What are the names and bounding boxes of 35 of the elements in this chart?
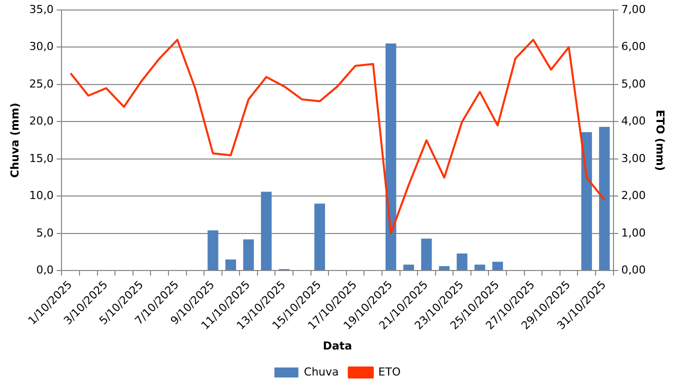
y-tick-label: 30,0	[29, 40, 54, 54]
bar	[599, 126, 610, 270]
bar	[225, 259, 236, 270]
bar	[438, 266, 450, 270]
y-tick-label: 10,0	[29, 189, 54, 202]
y-tick-label: 25,0	[29, 77, 54, 90]
y-tick-label: 35,0	[29, 2, 54, 16]
y2-axis-title: ETO (mm)	[654, 110, 667, 171]
y2-tick-label: 0,00	[621, 263, 646, 276]
bar	[492, 262, 503, 270]
y2-tick-label: 1,00	[621, 226, 646, 240]
y2-tick-label: 7,00	[621, 2, 646, 16]
legend-label: ETO	[378, 365, 401, 378]
y2-tick-label: 4,00	[621, 114, 646, 128]
y-tick-label: 15,0	[29, 152, 54, 165]
bar	[386, 44, 396, 270]
y-tick-label: 20,0	[29, 114, 54, 128]
bar	[208, 230, 218, 270]
y-tick-label: 0,0	[36, 263, 54, 276]
y2-tick-label: 6,00	[621, 40, 646, 54]
y-tick-label: 5,0	[36, 226, 54, 240]
legend-label: Chuva	[304, 365, 339, 378]
bar	[421, 238, 432, 270]
bar	[403, 264, 414, 270]
y2-tick-label: 3,00	[621, 152, 646, 165]
bar	[243, 239, 254, 270]
bar	[260, 192, 272, 270]
bar	[581, 132, 592, 270]
bar	[314, 204, 326, 270]
y2-tick-label: 5,00	[621, 77, 646, 90]
y-axis-title: Chuva (mm)	[8, 102, 22, 178]
bar	[456, 254, 468, 270]
bar	[474, 264, 486, 270]
y2-tick-label: 2,00	[621, 189, 646, 202]
x-axis-title: Data	[322, 339, 352, 352]
